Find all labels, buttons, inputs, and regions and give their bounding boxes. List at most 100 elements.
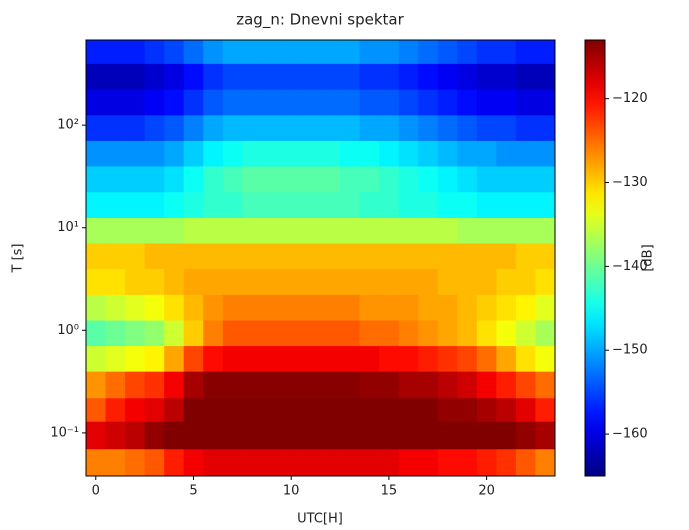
heatmap-cell <box>398 191 419 218</box>
heatmap-cell <box>300 448 321 477</box>
heatmap-cell <box>320 371 341 399</box>
heatmap-cell <box>437 294 458 321</box>
heatmap-cell <box>359 217 380 244</box>
heatmap-cell <box>300 114 321 141</box>
heatmap-cell <box>418 268 439 295</box>
heatmap-cell <box>164 397 185 422</box>
heatmap-cell <box>261 140 282 167</box>
heatmap-cell <box>183 242 204 270</box>
heatmap-cell <box>496 345 517 372</box>
heatmap-cell <box>340 114 361 141</box>
heatmap-cell <box>418 320 439 347</box>
heatmap-cell <box>222 191 243 218</box>
heatmap-cell <box>457 397 478 422</box>
heatmap-cell <box>340 140 361 167</box>
heatmap-cell <box>418 294 439 321</box>
heatmap-cell <box>164 114 185 141</box>
heatmap-cell <box>125 371 146 399</box>
heatmap-cell <box>144 345 165 372</box>
heatmap-cell <box>398 242 419 270</box>
heatmap-cell <box>379 242 400 270</box>
heatmap-cell <box>535 191 556 218</box>
heatmap-cell <box>496 371 517 399</box>
heatmap-cell <box>379 268 400 295</box>
heatmap-cell <box>242 371 263 399</box>
heatmap-cell <box>398 165 419 193</box>
heatmap-cell <box>418 421 439 450</box>
heatmap-cell <box>183 140 204 167</box>
heatmap-cell <box>105 397 126 422</box>
heatmap-cell <box>379 294 400 321</box>
heatmap-cell <box>242 242 263 270</box>
heatmap-cell <box>222 140 243 167</box>
heatmap-cell <box>535 320 556 347</box>
heatmap-cell <box>476 114 497 141</box>
heatmap-cell <box>320 63 341 90</box>
heatmap-cell <box>496 448 517 477</box>
heatmap-cell <box>86 397 107 422</box>
heatmap-cell <box>515 165 536 193</box>
heatmap-cell <box>105 89 126 116</box>
heatmap-cell <box>320 345 341 372</box>
heatmap-cell <box>222 217 243 244</box>
heatmap-cell <box>379 217 400 244</box>
heatmap-cell <box>418 40 439 64</box>
heatmap-cell <box>203 421 224 450</box>
heatmap-cell <box>535 268 556 295</box>
y-tick-label: 10² <box>57 118 79 133</box>
heatmap-cell <box>496 421 517 450</box>
heatmap-cell <box>144 165 165 193</box>
heatmap-cell <box>261 294 282 321</box>
heatmap-cell <box>86 320 107 347</box>
heatmap-cell <box>379 421 400 450</box>
heatmap-cell <box>320 268 341 295</box>
colorbar-tick-label: −150 <box>612 343 648 358</box>
heatmap-cell <box>379 63 400 90</box>
heatmap-cell <box>164 268 185 295</box>
heatmap-cell <box>535 294 556 321</box>
colorbar-tick-label: −160 <box>612 427 648 442</box>
heatmap-cell <box>320 217 341 244</box>
heatmap-cell <box>457 89 478 116</box>
heatmap-cell <box>222 371 243 399</box>
heatmap-cell <box>281 217 302 244</box>
heatmap-cell <box>437 371 458 399</box>
heatmap-cell <box>222 63 243 90</box>
heatmap-cell <box>476 371 497 399</box>
heatmap-cell <box>86 89 107 116</box>
heatmap-cell <box>398 268 419 295</box>
heatmap-cell <box>300 191 321 218</box>
heatmap-cell <box>105 242 126 270</box>
heatmap-cell <box>437 114 458 141</box>
heatmap-cell <box>261 345 282 372</box>
heatmap-cell <box>437 217 458 244</box>
heatmap-cell <box>359 294 380 321</box>
heatmap-cell <box>437 40 458 64</box>
heatmap-cell <box>457 165 478 193</box>
heatmap-cell <box>496 40 517 64</box>
heatmap-cell <box>183 191 204 218</box>
heatmap-cell <box>379 371 400 399</box>
heatmap-cell <box>515 40 536 64</box>
heatmap-cell <box>203 114 224 141</box>
heatmap-cell <box>398 114 419 141</box>
heatmap-cell <box>320 89 341 116</box>
heatmap-cell <box>86 114 107 141</box>
heatmap-cell <box>183 217 204 244</box>
heatmap-cell <box>203 217 224 244</box>
heatmap-cell <box>242 217 263 244</box>
heatmap-cell <box>203 371 224 399</box>
heatmap-cell <box>144 140 165 167</box>
heatmap-cell <box>496 89 517 116</box>
heatmap-cell <box>281 448 302 477</box>
heatmap-cell <box>457 345 478 372</box>
heatmap-cell <box>242 165 263 193</box>
heatmap-cell <box>222 242 243 270</box>
heatmap-cell <box>340 165 361 193</box>
x-tick-label: 0 <box>92 484 100 499</box>
heatmap-cell <box>125 217 146 244</box>
heatmap-cell <box>398 448 419 477</box>
heatmap-cell <box>437 63 458 90</box>
heatmap-cell <box>203 294 224 321</box>
heatmap-cell <box>261 242 282 270</box>
